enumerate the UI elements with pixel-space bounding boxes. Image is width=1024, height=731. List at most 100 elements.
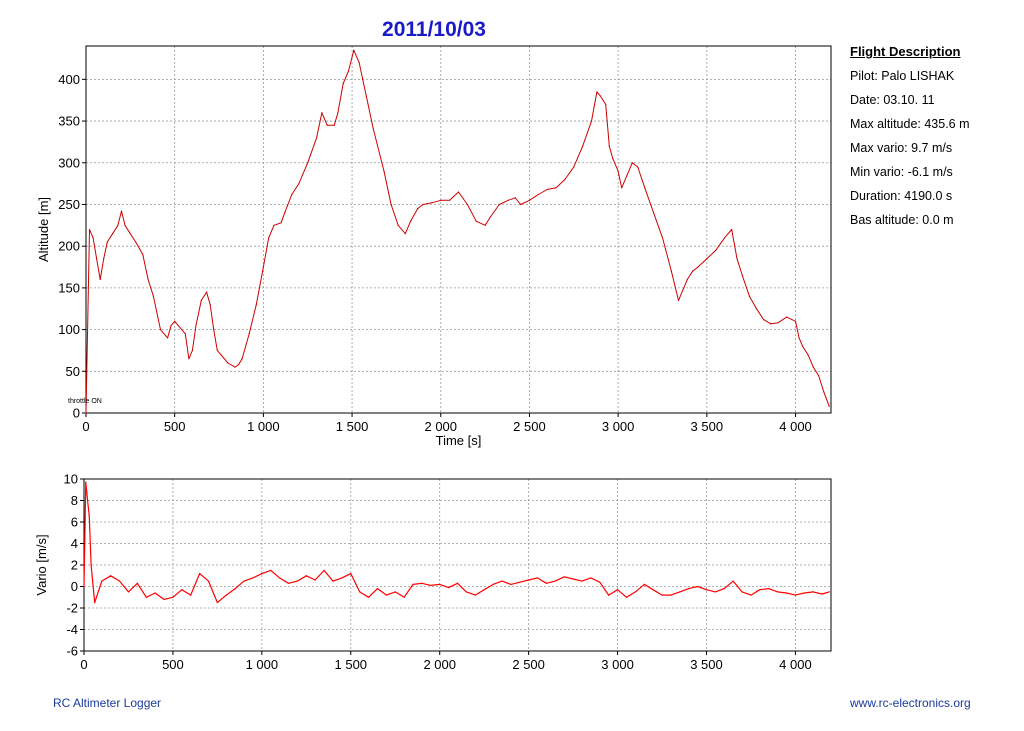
altitude-data-point	[644, 187, 646, 189]
vario-data-point	[270, 569, 272, 571]
altitude-data-point	[626, 174, 628, 176]
vario-data-point	[803, 592, 805, 594]
altitude-x-tick-label: 500	[164, 419, 186, 434]
vario-data-point	[181, 589, 183, 591]
altitude-data-point	[449, 199, 451, 201]
date-text: Date: 03.10. 11	[850, 93, 935, 107]
altitude-data-point	[117, 224, 119, 226]
altitude-data-point	[608, 145, 610, 147]
altitude-x-tick-label: 4 000	[779, 419, 812, 434]
altitude-data-point	[174, 320, 176, 322]
altitude-y-tick-label: 200	[58, 239, 80, 254]
vario-data-point	[88, 516, 90, 518]
altitude-y-tick-label: 0	[73, 406, 80, 421]
altitude-data-point	[621, 187, 623, 189]
altitude-data-point	[200, 299, 202, 301]
altitude-y-tick-label: 350	[58, 114, 80, 129]
altitude-data-point	[365, 95, 367, 97]
altitude-data-point	[514, 197, 516, 199]
vario-y-tick-label: 10	[64, 472, 78, 487]
altitude-data-point	[96, 258, 98, 260]
vario-data-point	[234, 588, 236, 590]
altitude-data-point	[817, 374, 820, 377]
altitude-data-point	[166, 337, 169, 339]
altitude-data-point	[519, 203, 522, 206]
vario-x-tick-label: 2 500	[512, 657, 545, 672]
altitude-data-point	[802, 345, 804, 347]
vario-data-point	[723, 588, 725, 590]
altitude-data-point	[617, 170, 619, 172]
vario-data-point	[341, 577, 343, 579]
altitude-data-point	[106, 241, 108, 243]
altitude-data-point	[390, 203, 392, 206]
altitude-x-tick-label: 3 500	[691, 419, 724, 434]
vario-data-point	[563, 576, 565, 578]
altitude-x-tick-label: 2 500	[513, 419, 546, 434]
vario-data-point	[599, 581, 601, 583]
altitude-data-point	[347, 70, 350, 72]
vario-data-point	[86, 499, 89, 502]
altitude-data-point	[755, 308, 758, 310]
vario-x-tick-label: 2 000	[423, 657, 456, 672]
altitude-data-point	[85, 412, 87, 414]
vario-data-point	[332, 580, 334, 582]
altitude-data-point	[573, 166, 575, 168]
vario-data-point	[492, 583, 494, 585]
vario-data-point	[85, 481, 87, 483]
altitude-data-point	[142, 253, 144, 256]
altitude-data-point	[184, 333, 186, 335]
altitude-data-point	[528, 199, 531, 201]
altitude-data-point	[362, 78, 364, 80]
altitude-data-point	[692, 270, 694, 272]
altitude-data-point	[248, 333, 250, 335]
vario-data-point	[296, 580, 299, 582]
vario-data-point	[705, 589, 708, 591]
altitude-data-point	[237, 364, 240, 366]
vario-data-point	[697, 585, 699, 588]
vario-y-tick-label: 8	[71, 493, 78, 508]
vario-y-tick-label: 0	[71, 579, 78, 594]
altitude-data-point	[677, 299, 680, 301]
altitude-data-point	[564, 178, 566, 181]
altitude-y-tick-label: 250	[58, 197, 80, 212]
vario-data-point	[483, 589, 485, 591]
vario-data-point	[216, 602, 218, 604]
vario-data-point	[812, 591, 814, 593]
vario-data-point	[714, 591, 716, 593]
max-vario-text: Max vario: 9.7 m/s	[850, 141, 953, 155]
altitude-data-point	[220, 354, 222, 356]
altitude-x-tick-label: 1 000	[247, 419, 280, 434]
altitude-data-point	[404, 233, 406, 235]
vario-data-point	[679, 591, 681, 593]
altitude-data-point	[241, 358, 243, 360]
altitude-data-point	[383, 170, 385, 172]
vario-data-point	[528, 579, 530, 581]
vario-data-point	[385, 594, 387, 596]
altitude-y-tick-label: 100	[58, 322, 80, 337]
vario-data-point	[777, 591, 779, 593]
vario-data-point	[252, 577, 254, 579]
altitude-series-line	[85, 49, 830, 414]
vario-data-point	[545, 582, 548, 584]
altitude-data-point	[484, 224, 486, 226]
vario-data-point	[323, 569, 325, 571]
vario-data-point	[243, 580, 245, 582]
altitude-data-point	[537, 193, 539, 196]
pilot-text: Pilot: Palo LISHAK	[850, 69, 955, 83]
altitude-data-point	[683, 287, 685, 289]
altitude-data-point	[599, 95, 602, 97]
altitude-data-point	[807, 354, 809, 356]
altitude-data-point	[741, 274, 743, 276]
altitude-data-point	[209, 303, 211, 306]
vario-data-point	[83, 585, 85, 588]
vario-data-point	[127, 591, 130, 593]
vario-data-point	[750, 594, 752, 596]
vario-data-point	[394, 591, 396, 593]
altitude-data-point	[637, 166, 639, 168]
vario-data-point	[94, 602, 96, 604]
vario-y-tick-label: -6	[66, 644, 78, 659]
altitude-data-point	[631, 162, 633, 164]
altitude-data-point	[612, 158, 614, 160]
vario-data-point	[439, 583, 441, 585]
altitude-data-point	[762, 318, 765, 321]
